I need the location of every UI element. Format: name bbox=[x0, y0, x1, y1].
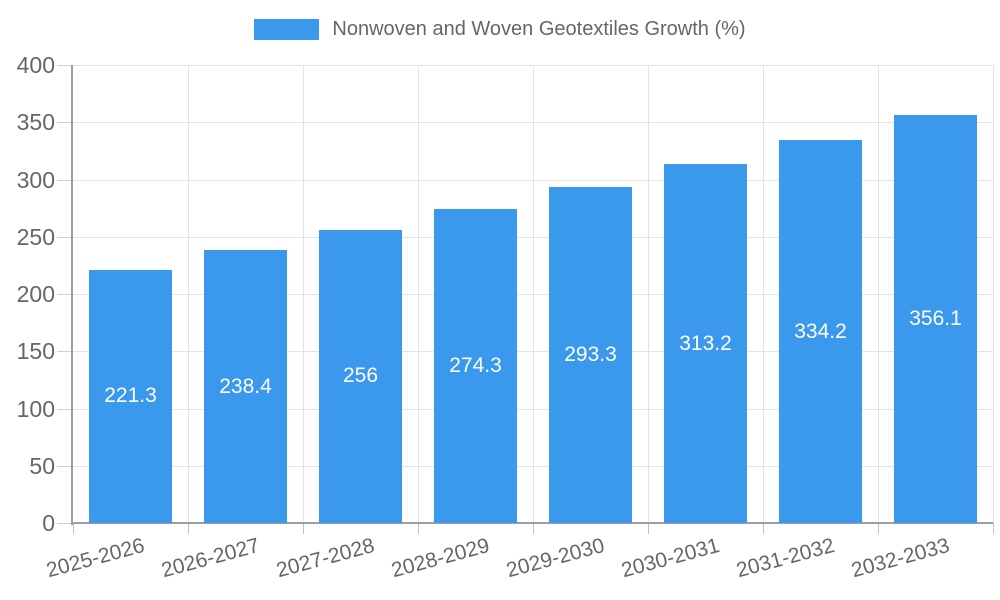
bar-value-label: 238.4 bbox=[219, 374, 272, 398]
y-tick-mark bbox=[57, 523, 73, 524]
gridline-x bbox=[418, 65, 419, 523]
x-axis-line bbox=[71, 522, 993, 524]
x-tick-mark bbox=[188, 523, 189, 534]
y-tick-label: 250 bbox=[16, 223, 55, 250]
x-tick-mark bbox=[73, 523, 74, 534]
x-tick-mark bbox=[993, 523, 994, 534]
gridline-x bbox=[993, 65, 994, 523]
bar[interactable] bbox=[549, 187, 632, 523]
y-tick-mark bbox=[57, 236, 73, 238]
y-tick-mark bbox=[57, 179, 73, 181]
x-tick-mark bbox=[533, 523, 534, 534]
gridline-x bbox=[648, 65, 649, 523]
x-tick-mark bbox=[878, 523, 879, 534]
y-tick-mark bbox=[57, 351, 73, 353]
y-tick-label: 300 bbox=[16, 166, 55, 193]
bar-value-label: 274.3 bbox=[449, 353, 502, 377]
y-tick-label: 400 bbox=[16, 52, 55, 78]
gridline-x bbox=[188, 65, 189, 523]
y-tick-mark bbox=[57, 294, 73, 295]
x-tick-mark bbox=[418, 523, 419, 534]
bar[interactable] bbox=[204, 250, 287, 523]
y-tick-label: 200 bbox=[16, 281, 55, 307]
gridline-x bbox=[533, 65, 534, 523]
y-tick-label: 50 bbox=[29, 452, 55, 479]
y-tick-mark bbox=[57, 122, 73, 124]
y-tick-mark bbox=[57, 465, 73, 467]
y-tick-label: 150 bbox=[16, 338, 55, 365]
bar[interactable] bbox=[779, 140, 862, 523]
bar-value-label: 313.2 bbox=[679, 331, 732, 355]
bar[interactable] bbox=[434, 208, 517, 523]
y-tick-mark bbox=[57, 65, 73, 66]
gridline-x bbox=[303, 65, 304, 523]
x-tick-mark bbox=[648, 523, 649, 534]
bar[interactable] bbox=[319, 229, 402, 523]
y-tick-label: 350 bbox=[16, 109, 55, 136]
bar[interactable] bbox=[894, 115, 977, 523]
y-axis-line bbox=[71, 65, 73, 525]
bar-value-label: 256 bbox=[342, 364, 379, 388]
bar-value-label: 293.3 bbox=[564, 343, 617, 367]
y-tick-label: 100 bbox=[16, 395, 55, 422]
chart-legend[interactable]: Nonwoven and Woven Geotextiles Growth (%… bbox=[0, 18, 1000, 41]
bar-value-label: 221.3 bbox=[104, 384, 157, 408]
x-tick-mark bbox=[763, 523, 764, 534]
legend-swatch-icon bbox=[254, 19, 320, 40]
bar[interactable] bbox=[89, 269, 172, 523]
legend-label: Nonwoven and Woven Geotextiles Growth (%… bbox=[332, 18, 746, 40]
x-tick-mark bbox=[303, 523, 304, 534]
gridline-x bbox=[763, 65, 764, 523]
y-tick-mark bbox=[57, 408, 73, 410]
y-tick-label: 0 bbox=[42, 510, 55, 536]
bar-value-label: 356.1 bbox=[909, 307, 962, 331]
bar-value-label: 334.2 bbox=[794, 319, 847, 343]
gridline-x bbox=[878, 65, 879, 523]
bar[interactable] bbox=[664, 164, 747, 523]
